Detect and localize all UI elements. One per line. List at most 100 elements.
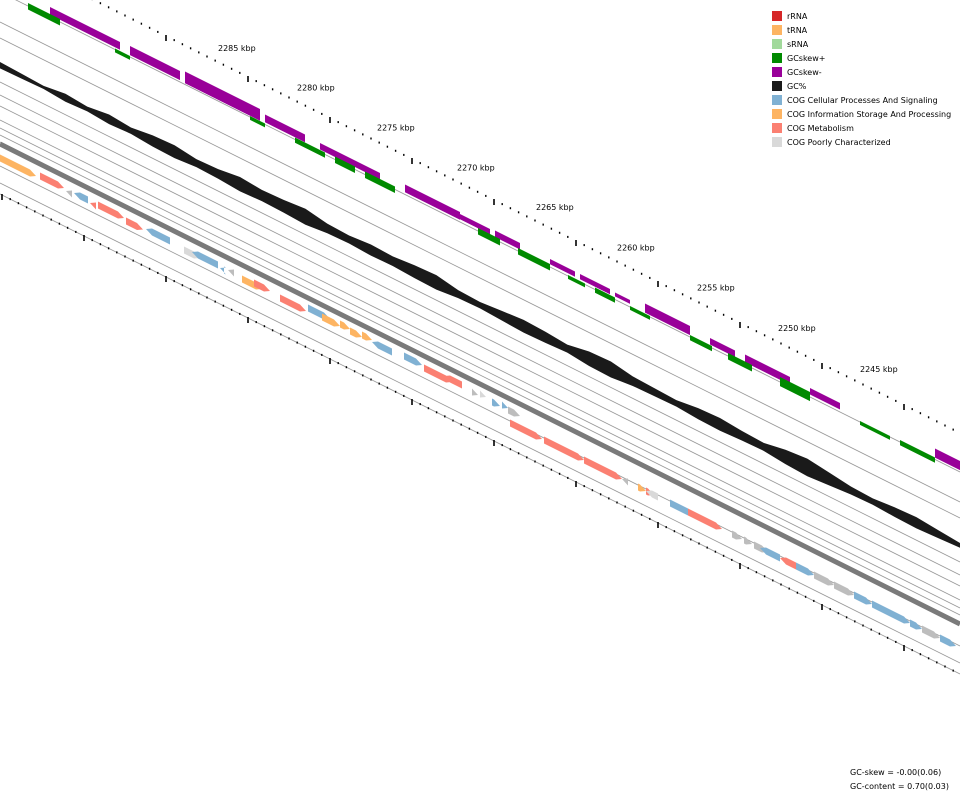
gc-skew-plus	[365, 171, 395, 193]
kbp-labels: 2285 kbp 2280 kbp 2275 kbp 2270 kbp 2265 kbp…	[218, 44, 898, 374]
gc-skew-plus	[335, 156, 355, 173]
legend-label: GCskew+	[787, 53, 826, 63]
legend-item-trna: tRNA	[772, 23, 951, 37]
gene-arrow	[584, 456, 622, 480]
legend-item-rrna: rRNA	[772, 9, 951, 23]
legend-label: COG Poorly Characterized	[787, 137, 891, 147]
gc-skew-minus	[185, 71, 260, 121]
gene-arrow	[146, 228, 170, 245]
kbp-label: 2275 kbp	[377, 124, 415, 133]
gc-skew-minus	[645, 303, 690, 336]
kbp-label: 2285 kbp	[218, 44, 256, 53]
guide-line	[0, 81, 960, 563]
legend-swatch	[772, 39, 782, 49]
gene-arrow	[834, 581, 854, 596]
backbone-line	[0, 141, 960, 627]
guide-line	[0, 21, 960, 503]
legend-item-cog-poorly: COG Poorly Characterized	[772, 135, 951, 149]
legend-swatch	[772, 11, 782, 21]
gene-arrow	[444, 375, 462, 389]
gene-arrow	[362, 331, 372, 341]
gene-arrow	[544, 436, 584, 461]
gene-arrow	[228, 269, 234, 277]
kbp-label: 2260 kbp	[617, 244, 655, 253]
gene-arrow	[492, 398, 500, 407]
kbp-label: 2250 kbp	[778, 324, 816, 333]
legend-label: rRNA	[787, 11, 808, 21]
legend-item-gcskew-minus: GCskew-	[772, 65, 951, 79]
gene-arrow	[814, 571, 834, 586]
gc-skew-plus	[595, 287, 615, 303]
gene-arrow	[760, 547, 780, 562]
gene-arrow	[910, 619, 922, 630]
gc-skew-plus	[518, 248, 550, 271]
gene-arrow	[254, 279, 270, 292]
legend-label: sRNA	[787, 39, 809, 49]
gene-arrow	[854, 591, 872, 605]
gc-skew-plus	[115, 48, 130, 60]
gc-skew-plus	[28, 3, 60, 26]
gc-skew-minus	[130, 46, 180, 81]
legend-label: GC%	[787, 81, 807, 91]
gc-skew-minus	[580, 274, 610, 295]
kbp-label: 2265 kbp	[536, 203, 574, 212]
gene-arrow	[940, 634, 956, 647]
gc-skew-plus	[568, 275, 585, 288]
gene-arrow	[510, 419, 542, 440]
gene-arrow	[340, 320, 350, 330]
gene-arrow	[424, 364, 452, 383]
guide-line	[0, 182, 960, 664]
guide-line	[0, 134, 960, 616]
gc-skew-plus	[295, 137, 325, 158]
gene-arrow	[192, 251, 218, 269]
gc-skew-minus	[265, 114, 305, 143]
scale-ticks	[1, 0, 954, 672]
gene-arrow	[472, 388, 478, 396]
kbp-label: 2280 kbp	[297, 84, 335, 93]
legend-swatch	[772, 67, 782, 77]
gene-arrow	[922, 625, 940, 639]
gene-arrow	[780, 557, 796, 570]
gene-arrow	[350, 327, 362, 338]
legend-swatch	[772, 109, 782, 119]
legend-item-srna: sRNA	[772, 37, 951, 51]
gene-arrow	[0, 154, 36, 177]
gc-skew-minus	[460, 214, 490, 235]
gene-arrow	[90, 202, 96, 210]
gc-skew-minus	[615, 292, 630, 304]
gene-arrow	[744, 536, 752, 545]
gc-skew-minus	[495, 230, 520, 250]
gene-arrow	[646, 490, 658, 501]
gc-content-stat: GC-content = 0.70(0.03)	[850, 782, 949, 791]
gc-skew-plus	[860, 421, 890, 440]
gc-skew-plus	[900, 440, 935, 463]
kbp-label: 2255 kbp	[697, 284, 735, 293]
gene-arrow	[502, 401, 508, 409]
gene-arrow	[126, 217, 143, 230]
statistics: GC-skew = -0.00(0.06) GC-content = 0.70(…	[850, 766, 949, 794]
legend-label: COG Information Storage And Processing	[787, 109, 952, 119]
gene-arrow	[872, 600, 910, 624]
gene-arrow	[638, 483, 646, 492]
guide-line	[0, 127, 960, 609]
legend-swatch	[772, 53, 782, 63]
gene-arrow	[280, 294, 306, 312]
gc-skew-minus	[810, 388, 840, 410]
gc-skew-minus	[745, 354, 790, 385]
gc-skew-plus	[630, 306, 650, 320]
kbp-label: 2270 kbp	[457, 164, 495, 173]
gc-skew-plus	[478, 228, 500, 246]
legend-swatch	[772, 137, 782, 147]
guide-line	[0, 105, 960, 587]
legend-swatch	[772, 95, 782, 105]
gene-arrow	[404, 352, 422, 366]
legend-item-gcskew-plus: GCskew+	[772, 51, 951, 65]
kbp-label: 2245 kbp	[860, 365, 898, 374]
legend-label: COG Cellular Processes And Signaling	[787, 95, 938, 105]
gene-arrow	[40, 172, 64, 189]
legend-swatch	[772, 123, 782, 133]
gc-skew-minus	[320, 143, 380, 180]
gene-arrow	[74, 192, 88, 204]
legend-label: tRNA	[787, 25, 808, 35]
legend-item-cog-information: COG Information Storage And Processing	[772, 107, 951, 121]
